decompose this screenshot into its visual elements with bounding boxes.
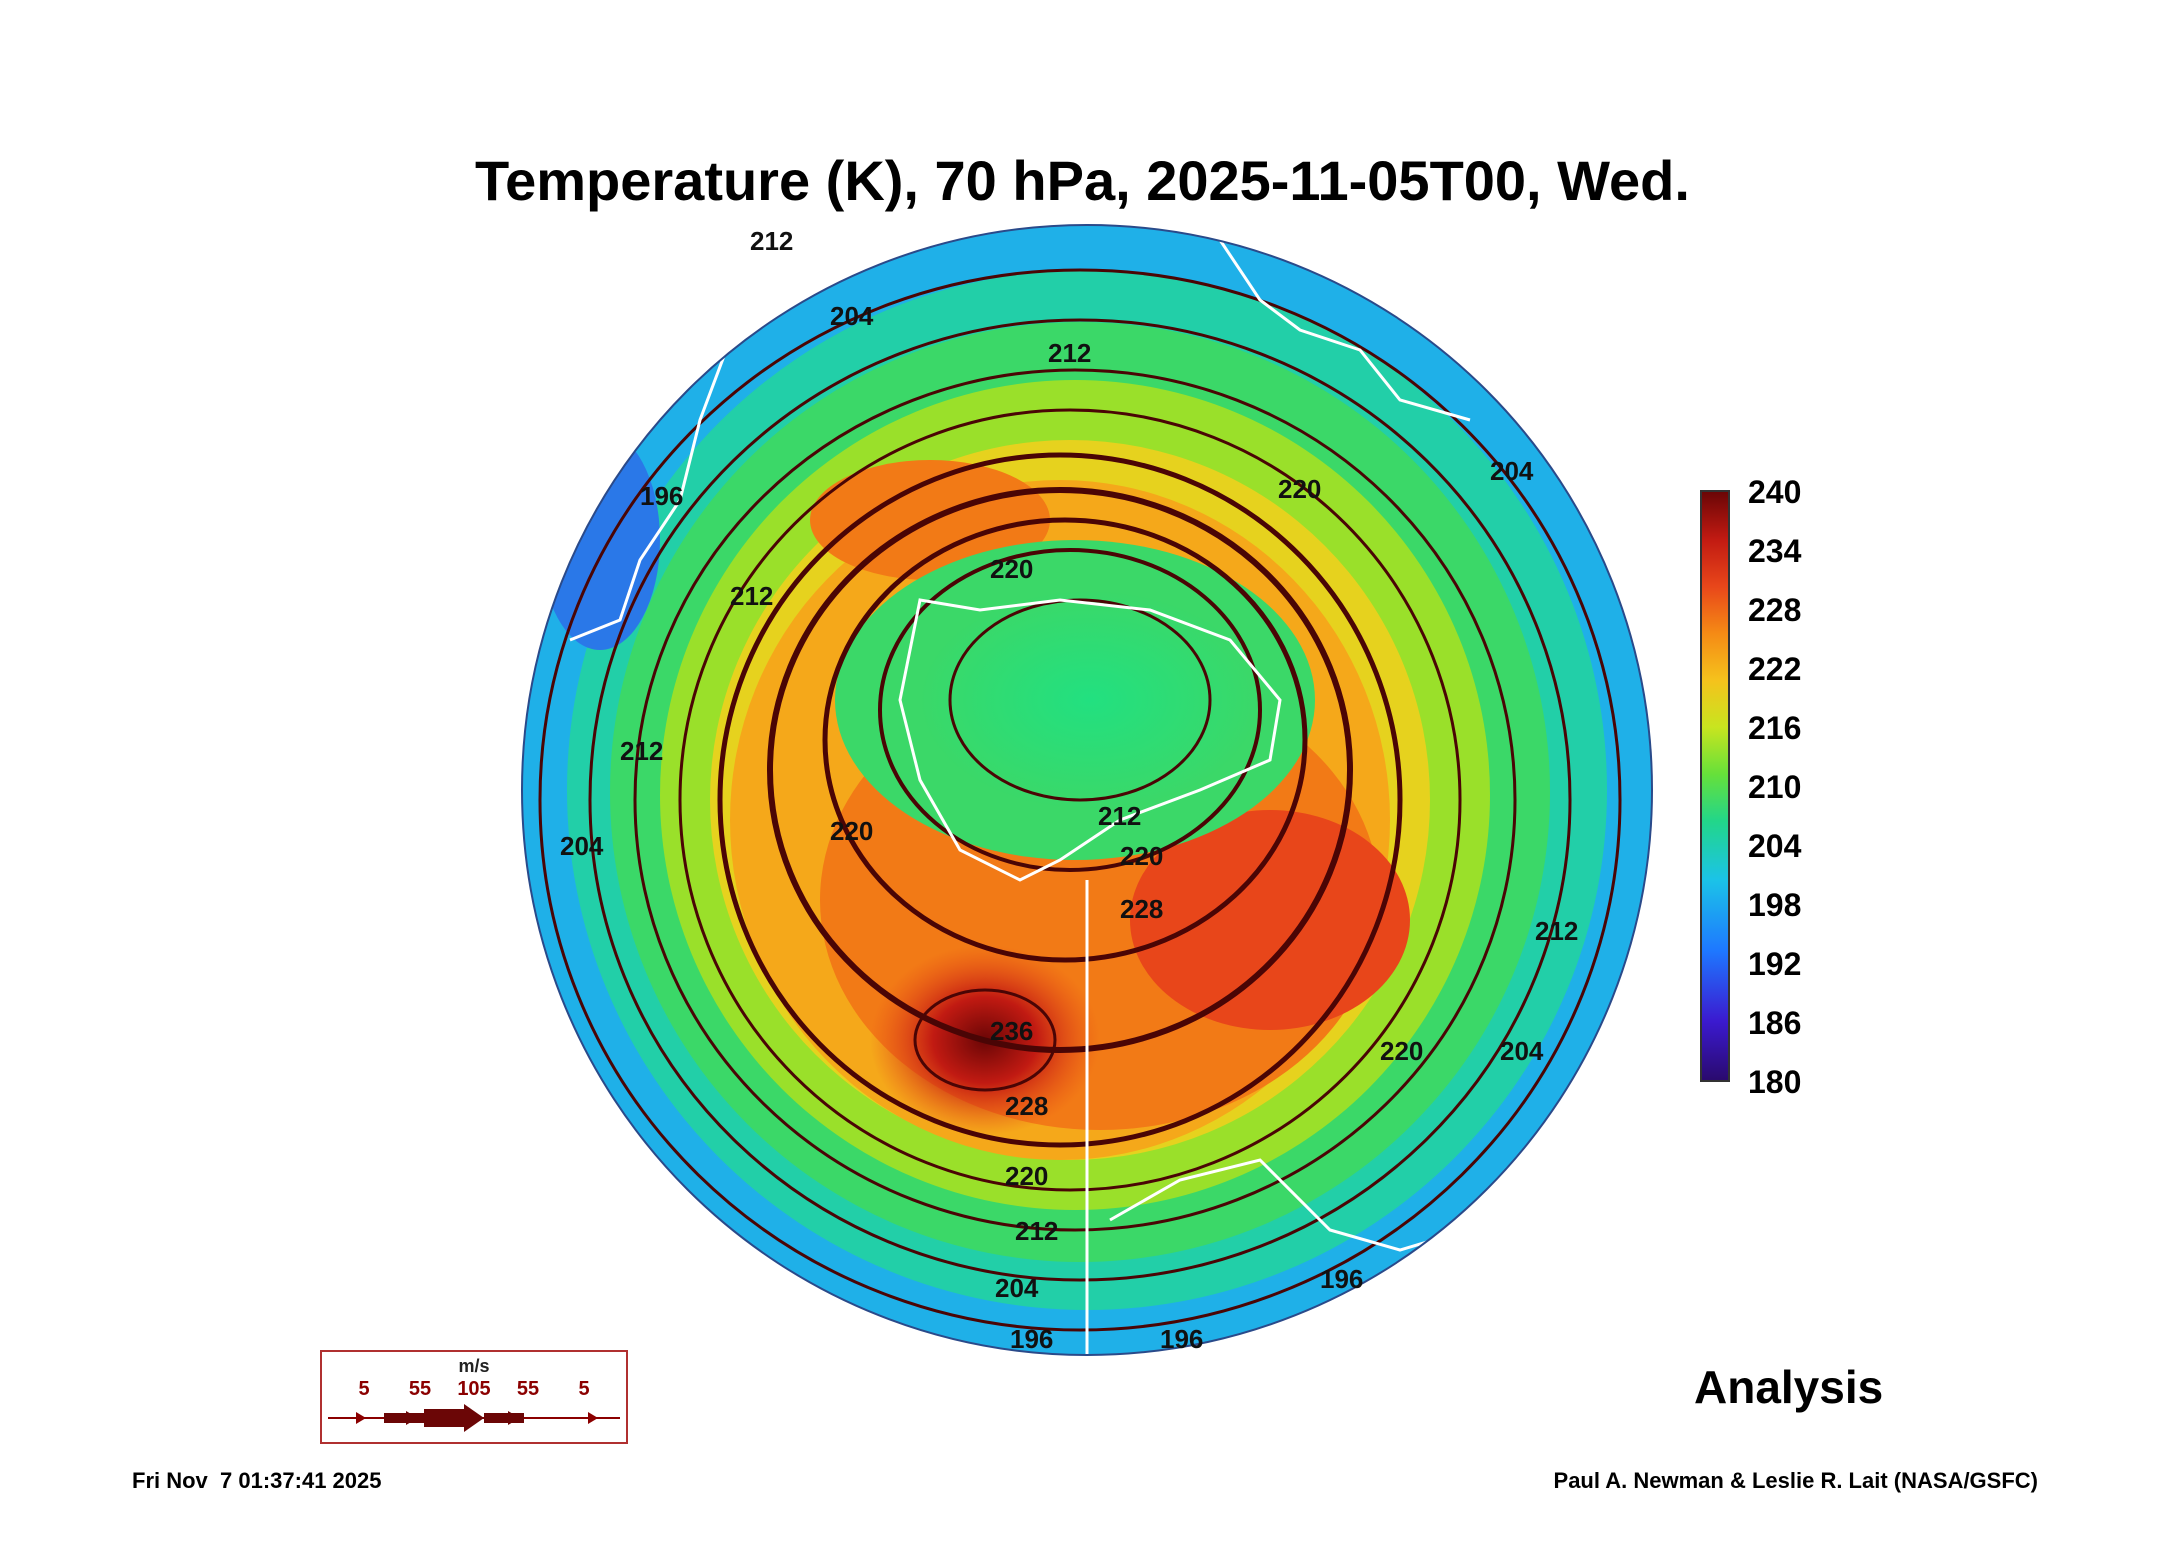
contour-label: 212 (620, 736, 663, 766)
contour-label: 220 (990, 554, 1033, 584)
streamline (717, 452, 1403, 1148)
colorbar-tick: 210 (1748, 769, 1802, 805)
streamlines (538, 268, 1622, 1332)
colorbar-tick: 204 (1748, 828, 1802, 864)
contour-label: 204 (995, 1273, 1039, 1303)
analysis-label: Analysis (1694, 1361, 1884, 1413)
contour-label: 220 (1120, 841, 1163, 871)
colorbar-tick: 216 (1748, 710, 1802, 746)
colorbar-tick: 234 (1748, 533, 1802, 569)
wind-legend-speed: 5 (358, 1378, 370, 1400)
contour-label: 212 (730, 581, 773, 611)
contour-label: 212 (1048, 338, 1091, 368)
streamline (948, 598, 1212, 802)
coastline-greenland (898, 598, 1282, 882)
contour-label: 228 (1120, 894, 1163, 924)
cold-patch-west (540, 430, 660, 650)
wind-legend-speed: 105 (457, 1378, 491, 1400)
contour-label: 236 (990, 1016, 1033, 1046)
wind-legend-speed: 5 (578, 1378, 590, 1400)
contour-label: 212 (1098, 801, 1141, 831)
warm-lobe-east (1130, 810, 1410, 1030)
colorbar (1700, 490, 1730, 1082)
contour-labels: 212 220 220 204 196 212 212 204 220 212 … (560, 226, 1578, 1354)
contour-label: 196 (1320, 1264, 1363, 1294)
wind-legend-arrow (328, 1404, 620, 1432)
wind-speed-legend: m/s 5 55 105 55 5 (320, 1350, 628, 1444)
map-title: Temperature (K), 70 hPa, 2025-11-05T00, … (475, 149, 1690, 212)
contour-label: 220 (1005, 1161, 1048, 1191)
colorbar-tick: 198 (1748, 887, 1802, 923)
colorbar-tick: 222 (1748, 651, 1802, 687)
colorbar-tick: 228 (1748, 592, 1802, 628)
streamline (822, 517, 1308, 963)
contour-label: 220 (1380, 1036, 1423, 1066)
contour-label: 204 (830, 301, 874, 331)
map-border (521, 224, 1653, 1356)
contour-label: 212 (1535, 916, 1578, 946)
contour-label: 228 (1005, 1091, 1048, 1121)
colorbar-tick: 240 (1748, 474, 1802, 510)
footer-timestamp: Fri Nov 7 01:37:41 2025 (132, 1468, 382, 1493)
colorbar-tick: 186 (1748, 1005, 1802, 1041)
contour-label: 204 (560, 831, 604, 861)
wind-legend-unit: m/s (458, 1356, 490, 1376)
streamline (588, 318, 1572, 1282)
wind-legend-speed: 55 (516, 1378, 540, 1400)
streamline (767, 487, 1353, 1053)
contour-label: 220 (830, 816, 873, 846)
contour-label: 204 (1490, 456, 1534, 486)
colorbar-tick: 192 (1748, 946, 1802, 982)
streamline (633, 368, 1517, 1232)
polar-cold-center (920, 590, 1260, 810)
contour-label: 204 (1500, 1036, 1544, 1066)
colorbar-tick: 180 (1748, 1064, 1802, 1100)
streamline (913, 988, 1057, 1092)
footer-credit: Paul A. Newman & Leslie R. Lait (NASA/GS… (1553, 1468, 2038, 1493)
wind-legend-speed: 55 (408, 1378, 432, 1400)
contour-label: 220 (1278, 474, 1321, 504)
coastline-east (1218, 239, 1471, 422)
contour-label: 212 (1015, 1216, 1058, 1246)
contour-label: 196 (1010, 1324, 1053, 1354)
streamline (538, 268, 1622, 1332)
contour-label: 212 (750, 226, 793, 256)
contour-label: 196 (1160, 1324, 1203, 1354)
streamline (678, 408, 1462, 1192)
streamline (878, 548, 1262, 872)
contour-label: 196 (640, 481, 683, 511)
